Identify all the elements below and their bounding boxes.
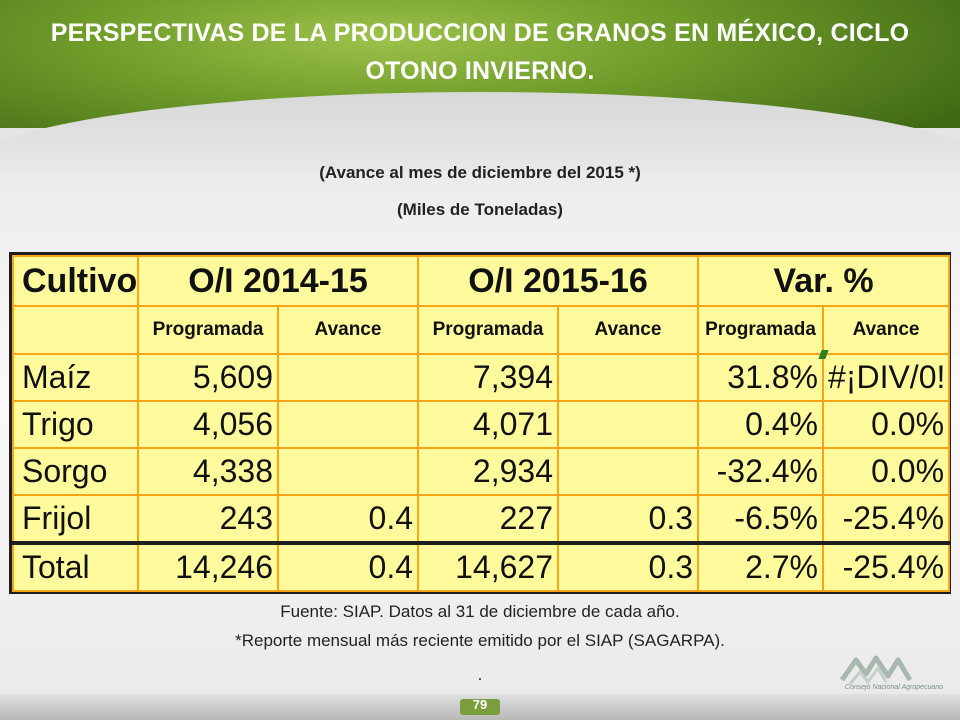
cell-a1415: 0.4 [277,541,419,592]
title-line-2: OTONO INVIERNO. [365,57,595,85]
report-note: *Reporte mensual más reciente emitido po… [235,631,725,650]
production-table: Cultivo O/I 2014-15 O/I 2015-16 Var. % P… [9,252,951,594]
page-number: 79 [472,697,488,712]
col-oi-2014-15: O/I 2014-15 [137,255,419,307]
cell-p1415: 243 [137,494,279,544]
cell-var-avance: -25.4% [821,541,951,592]
page-number-pill [460,699,500,715]
sub-programada-1415: Programada [137,305,279,355]
cell-p1516: 2,934 [417,447,559,496]
col-oi-2015-16: O/I 2015-16 [417,255,699,307]
cell-var-avance: 0.0% [821,400,951,449]
cell-cultivo: Trigo [12,400,139,449]
sub-avance-1415: Avance [277,305,419,355]
cell-cultivo: Frijol [12,494,139,544]
cell-p1415: 4,056 [137,400,279,449]
col-cultivo: Cultivo [12,255,139,307]
cell-p1516: 7,394 [417,353,559,402]
cell-cultivo: Maíz [12,353,139,402]
cell-var-avance: 0.0% [821,447,951,496]
subtitle-progress: (Avance al mes de diciembre del 2015 *) [319,163,641,182]
cell-p1516: 227 [417,494,559,544]
cell-p1415: 14,246 [137,541,279,592]
sub-programada-1516: Programada [417,305,559,355]
title-line-1: PERSPECTIVAS DE LA PRODUCCION DE GRANOS … [50,19,910,47]
cell-a1415 [277,447,419,496]
col-var-pct: Var. % [696,255,951,307]
cell-a1516 [557,447,699,496]
table-row-total: Total 14,246 0.4 14,627 0.3 2.7% -25.4% [12,541,951,592]
header-row-1: Cultivo O/I 2014-15 O/I 2015-16 Var. % [12,255,951,307]
cell-a1415 [277,400,419,449]
cell-p1415: 5,609 [137,353,279,402]
cell-p1516: 4,071 [417,400,559,449]
subtitle-units: (Miles de Toneladas) [397,200,563,219]
cell-var-programada: 0.4% [697,400,824,449]
cell-cultivo: Sorgo [12,447,139,496]
cell-a1516 [557,353,699,402]
cell-cultivo: Total [12,541,139,592]
empty-header-cell [12,305,139,355]
cell-var-avance: -25.4% [821,494,951,544]
table-row: Maíz 5,609 7,394 31.8% #¡DIV/0! [12,353,951,402]
sub-programada-var: Programada [697,305,824,355]
cell-p1415: 4,338 [137,447,279,496]
cell-a1516: 0.3 [557,541,699,592]
cell-a1415 [277,353,419,402]
cell-a1516: 0.3 [557,494,699,544]
table-row: Frijol 243 0.4 227 0.3 -6.5% -25.4% [12,494,951,544]
dot-mark: . [477,665,483,684]
cell-a1415: 0.4 [277,494,419,544]
page-title: PERSPECTIVAS DE LA PRODUCCION DE GRANOS … [20,14,940,90]
cell-var-avance: #¡DIV/0! [821,353,951,402]
source-note: Fuente: SIAP. Datos al 31 de diciembre d… [280,602,680,621]
cna-logo-icon [839,655,913,685]
logo-text: Consejo Nacional Agropecuario [844,684,944,691]
cell-p1516: 14,627 [417,541,559,592]
table-row: Sorgo 4,338 2,934 -32.4% 0.0% [12,447,951,496]
table-row: Trigo 4,056 4,071 0.4% 0.0% [12,400,951,449]
sub-avance-1516: Avance [557,305,699,355]
cell-var-programada: -6.5% [697,494,824,544]
cell-var-programada: 2.7% [697,541,824,592]
header-row-2: Programada Avance Programada Avance Prog… [12,305,951,355]
cell-a1516 [557,400,699,449]
cell-var-programada: 31.8% [697,353,824,402]
cell-var-programada: -32.4% [697,447,824,496]
sub-avance-var: Avance [821,305,951,355]
